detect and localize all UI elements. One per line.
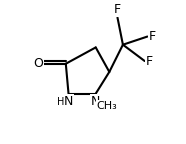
Text: F: F (146, 55, 153, 68)
Text: N: N (91, 95, 100, 108)
Text: F: F (149, 30, 156, 43)
Text: CH₃: CH₃ (96, 101, 117, 111)
Text: N: N (64, 95, 73, 108)
Text: F: F (114, 3, 121, 16)
Text: H: H (57, 97, 64, 107)
Text: O: O (33, 57, 43, 70)
